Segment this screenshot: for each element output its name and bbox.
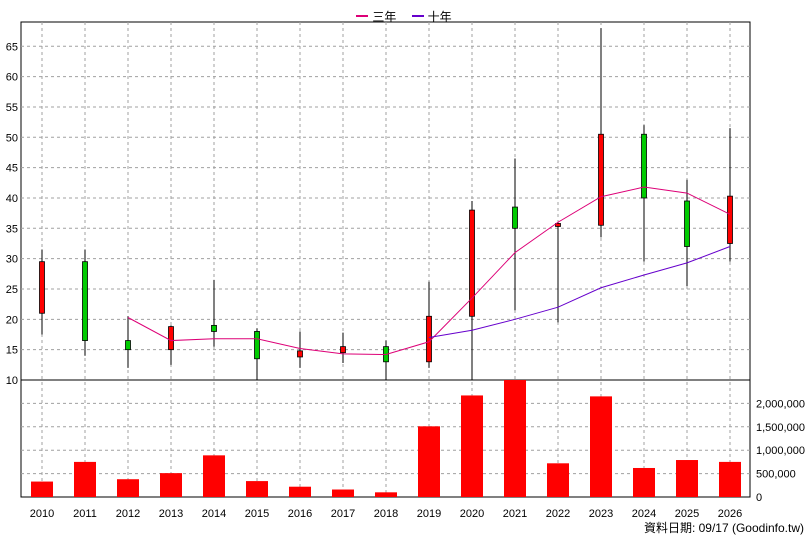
volume-bar	[375, 492, 397, 497]
x-tick-label: 2023	[589, 508, 613, 520]
candle-body	[512, 206, 518, 229]
price-y-tick-label: 25	[6, 284, 18, 296]
volume-bar	[633, 467, 655, 497]
volume-bar	[504, 380, 526, 497]
x-tick-label: 2016	[288, 508, 312, 520]
x-tick-label: 2013	[159, 508, 183, 520]
x-tick-label: 2011	[73, 508, 97, 520]
legend-item-10yr: 十年	[411, 8, 452, 25]
x-tick-label: 2024	[632, 508, 656, 520]
legend-swatch-3yr	[356, 15, 369, 17]
x-tick-label: 2020	[460, 508, 484, 520]
candle-body	[125, 340, 131, 351]
volume-bar	[590, 396, 612, 497]
volume-bar	[160, 473, 182, 497]
candle-body	[211, 324, 217, 332]
x-tick-label: 2012	[116, 508, 140, 520]
volume-bar	[418, 426, 440, 497]
volume-bar	[246, 481, 268, 497]
price-y-tick-label: 15	[6, 345, 18, 357]
x-tick-label: 2018	[374, 508, 398, 520]
candle-body	[469, 209, 475, 317]
price-y-tick-label: 30	[6, 254, 18, 266]
candle-body	[641, 133, 647, 199]
x-tick-label: 2026	[718, 508, 742, 520]
candle-body	[340, 346, 346, 354]
volume-y-tick-label: 500,000	[756, 469, 796, 481]
x-tick-label: 2015	[245, 508, 269, 520]
volume-bar	[289, 486, 311, 497]
price-y-tick-label: 50	[6, 132, 18, 144]
volume-bar	[461, 395, 483, 497]
volume-y-tick-label: 1,500,000	[756, 422, 805, 434]
candle-body	[168, 326, 174, 351]
x-tick-label: 2019	[417, 508, 441, 520]
legend-label-3yr: 三年	[372, 9, 397, 24]
x-tick-label: 2014	[202, 508, 226, 520]
candle-body	[82, 261, 88, 341]
candle-body	[39, 261, 45, 314]
price-y-tick-label: 20	[6, 314, 18, 326]
data-date-credit: 資料日期: 09/17 (Goodinfo.tw)	[643, 521, 804, 535]
price-plot-frame	[20, 21, 751, 381]
legend-label-10yr: 十年	[427, 9, 452, 24]
volume-bar	[547, 463, 569, 497]
price-y-tick-label: 40	[6, 193, 18, 205]
series-line-3yr	[127, 186, 731, 356]
price-y-tick-label: 60	[6, 72, 18, 84]
candle-body	[426, 315, 432, 363]
legend-item-3yr: 三年	[356, 8, 396, 25]
candle-body	[555, 223, 561, 227]
volume-bar	[74, 461, 96, 497]
volume-y-tick-label: 1,000,000	[756, 445, 805, 457]
x-tick-label: 2025	[675, 508, 699, 520]
x-tick-label: 2021	[503, 508, 527, 520]
candle-body	[684, 200, 690, 247]
candle-body	[297, 350, 303, 358]
price-y-tick-label: 65	[6, 41, 18, 53]
candle-body	[254, 331, 260, 360]
price-y-tick-label: 35	[6, 223, 18, 235]
legend-swatch-10yr	[411, 15, 424, 17]
legend: 三年 十年	[0, 6, 808, 25]
volume-bar	[203, 455, 225, 497]
volume-bar	[719, 461, 741, 497]
price-y-tick-label: 45	[6, 163, 18, 175]
volume-y-tick-label: 0	[756, 492, 762, 504]
x-tick-label: 2010	[30, 508, 54, 520]
x-tick-label: 2017	[331, 508, 355, 520]
volume-bar	[117, 479, 139, 497]
price-y-tick-label: 55	[6, 102, 18, 114]
volume-bar	[332, 489, 354, 497]
volume-y-tick-label: 2,000,000	[756, 398, 805, 410]
series-line-10yr	[428, 246, 731, 339]
price-y-tick-label: 10	[6, 375, 18, 387]
volume-bar	[676, 460, 698, 497]
volume-bar	[31, 481, 53, 497]
candle-body	[598, 133, 604, 226]
candle-body	[727, 195, 733, 244]
x-tick-label: 2022	[546, 508, 570, 520]
